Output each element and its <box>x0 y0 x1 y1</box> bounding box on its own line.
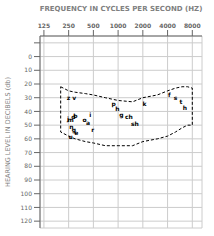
svg-text:a: a <box>86 119 90 126</box>
svg-text:40: 40 <box>24 108 32 115</box>
svg-text:120: 120 <box>21 217 33 224</box>
svg-text:k: k <box>143 100 148 107</box>
svg-text:h: h <box>115 105 120 113</box>
svg-text:sh: sh <box>131 120 139 127</box>
svg-text:h: h <box>183 104 187 111</box>
html-text:jm: jm <box>66 114 74 124</box>
svg-text:20: 20 <box>24 80 32 87</box>
svg-text:e: e <box>74 129 78 136</box>
svg-text:60: 60 <box>24 135 32 142</box>
svg-text:500: 500 <box>87 22 100 29</box>
svg-text:100: 100 <box>21 190 33 197</box>
svg-text:r: r <box>91 126 94 133</box>
svg-text:i: i <box>89 111 91 118</box>
svg-text:8000: 8000 <box>184 22 201 29</box>
svg-text:4000: 4000 <box>159 22 176 29</box>
svg-text:1000: 1000 <box>110 22 127 29</box>
svg-text:30: 30 <box>24 94 32 101</box>
svg-text:HEARING LEVEL IN DECIBELS (db): HEARING LEVEL IN DECIBELS (db) <box>8 77 12 187</box>
svg-text:110: 110 <box>21 204 33 211</box>
svg-text:u: u <box>69 133 73 140</box>
svg-text:90: 90 <box>24 176 32 183</box>
svg-text:f: f <box>168 91 171 98</box>
svg-text:z v: z v <box>67 94 77 101</box>
svg-text:t: t <box>179 98 183 106</box>
svg-text:s: s <box>174 94 178 101</box>
svg-text:0: 0 <box>28 53 32 60</box>
svg-text:g: g <box>119 111 123 119</box>
svg-text:b: b <box>73 112 78 119</box>
svg-text:80: 80 <box>24 162 32 169</box>
svg-text:125: 125 <box>38 22 51 29</box>
svg-text:10: 10 <box>24 66 32 73</box>
svg-text:FREQUENCY IN CYCLES PER SECOND: FREQUENCY IN CYCLES PER SECOND (HZ) <box>40 5 203 13</box>
svg-text:2000: 2000 <box>134 22 151 29</box>
svg-text:50: 50 <box>24 121 32 128</box>
svg-text:o: o <box>82 116 87 124</box>
svg-text:250: 250 <box>62 22 75 29</box>
svg-text:ch: ch <box>124 113 133 121</box>
svg-text:p: p <box>111 99 116 107</box>
svg-text:70: 70 <box>24 149 32 156</box>
